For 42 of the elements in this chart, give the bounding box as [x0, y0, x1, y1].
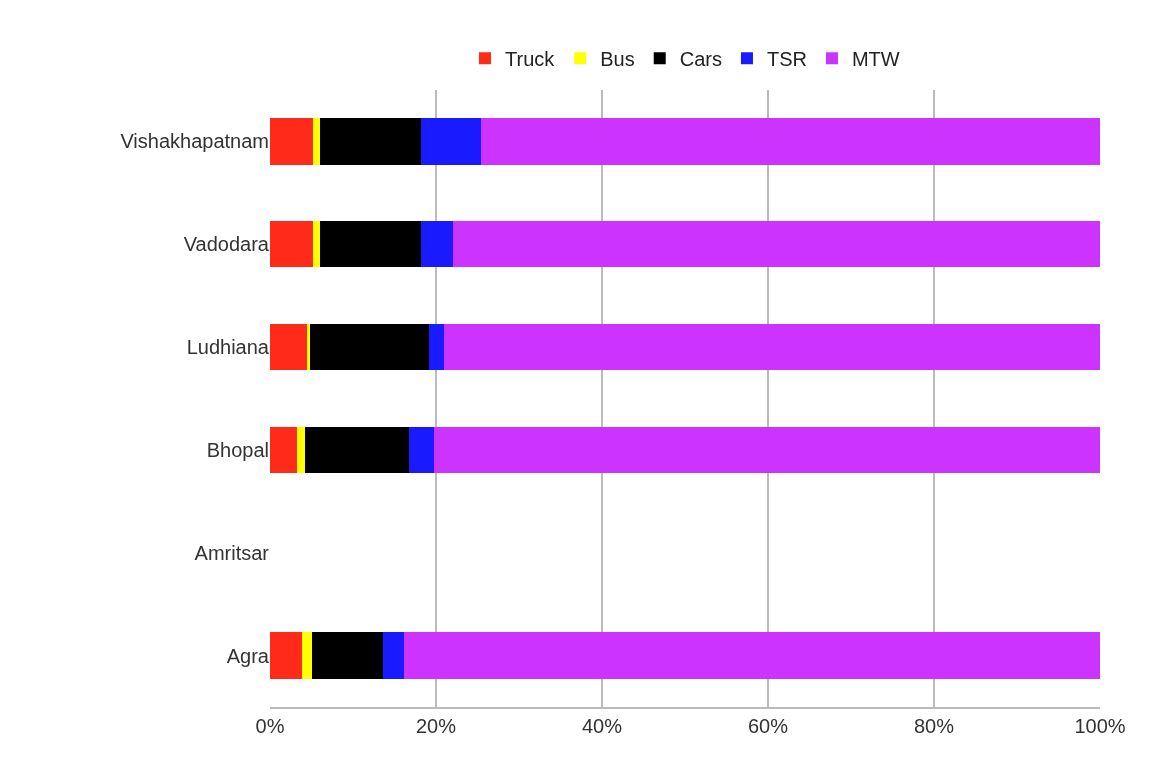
bar: [319, 221, 422, 268]
legend-label: Cars: [679, 47, 722, 70]
bar: [313, 221, 320, 268]
bar: [480, 118, 1100, 165]
legend-label: TSR: [766, 47, 807, 70]
legend-label: MTW: [851, 47, 900, 70]
bar: [297, 426, 305, 474]
bar: [403, 632, 1100, 679]
bar: [301, 632, 312, 679]
bar: [313, 118, 320, 165]
y-tick-label: Amritsar: [194, 541, 270, 564]
x-tick-label: 80%: [913, 715, 955, 737]
y-tick-label: Vadodara: [183, 233, 270, 256]
bar: [270, 221, 314, 268]
y-tick-label: Agra: [226, 644, 270, 667]
y-tick-label: Ludhiana: [186, 336, 270, 359]
bar: [421, 118, 481, 165]
x-tick-label: 20%: [415, 715, 457, 737]
bar: [309, 323, 430, 371]
x-tick-label: 0%: [255, 715, 285, 737]
bar: [270, 323, 308, 371]
x-tick-label: 40%: [581, 715, 623, 737]
y-tick-label: Bhopal: [206, 438, 269, 461]
bar: [444, 323, 1100, 371]
bar: [311, 632, 383, 679]
bar: [434, 426, 1100, 474]
legend-label: Truck: [505, 47, 556, 70]
bar: [421, 221, 453, 268]
bar: [307, 323, 310, 371]
bar: [382, 632, 404, 679]
bar: [319, 118, 422, 165]
bar: [429, 323, 445, 371]
y-tick-label: Vishakhapatnam: [120, 130, 269, 153]
bar: [270, 118, 314, 165]
x-tick-label: 60%: [747, 715, 789, 737]
bar: [270, 632, 302, 679]
legend-label: Bus: [600, 47, 635, 70]
bar: [270, 426, 298, 474]
bar: [452, 221, 1100, 268]
x-tick-label: 100%: [1074, 715, 1126, 737]
bar: [409, 426, 435, 474]
bar: [304, 426, 410, 474]
